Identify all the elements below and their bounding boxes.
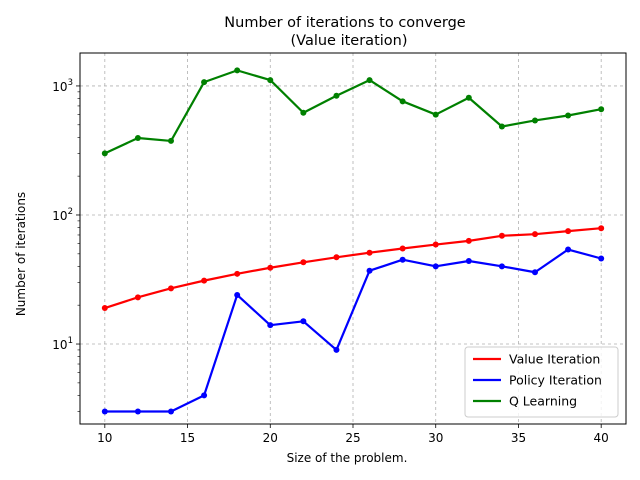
data-point [465,94,472,101]
data-point [201,277,208,284]
data-point [598,106,605,113]
data-point [300,109,307,116]
series-line [104,227,602,310]
data-point [134,134,141,141]
data-point [300,318,307,325]
data-point [201,79,208,86]
data-point [101,150,108,157]
x-tick-label: 15 [180,431,195,445]
x-tick-label: 10 [97,431,112,445]
data-point [465,237,472,244]
data-point [134,408,141,415]
data-point [168,285,174,292]
data-point [532,269,538,276]
data-point [366,267,373,274]
data-point [234,270,241,277]
data-point [267,77,274,84]
data-point [134,294,141,301]
data-point [300,259,307,266]
data-point [598,255,605,262]
data-point [565,246,572,253]
data-point [598,225,605,232]
data-point [101,408,108,415]
data-point [532,117,538,124]
data-point [234,291,241,298]
data-point [532,231,538,238]
plot-area: 10 15 20 25 30 35 40 101 102 103 [52,52,627,445]
data-point [399,245,406,252]
y-axis-label: Number of iterations [14,192,28,316]
data-point [399,98,406,105]
data-point [465,257,472,264]
data-point [498,263,505,270]
data-point [432,111,439,118]
data-point [366,77,373,84]
data-point [432,263,439,270]
data-point [267,264,274,271]
data-point [101,305,108,312]
legend-label: Policy Iteration [509,373,602,388]
data-point [168,137,174,144]
legend-label: Q Learning [509,394,577,409]
data-point [498,232,505,239]
data-point [168,408,174,415]
legend: Value Iteration Policy Iteration Q Learnin… [464,346,619,418]
y-tick-label: 103 [52,78,73,94]
data-point [267,322,274,329]
data-point [234,67,241,74]
data-point [333,92,340,99]
x-tick-label: 40 [594,431,609,445]
series-line [104,248,602,413]
legend-box [464,346,619,418]
y-tick-label: 102 [52,207,73,223]
data-point [432,241,439,248]
x-tick-label: 25 [345,431,360,445]
x-tick-label: 35 [511,431,526,445]
data-point [399,256,406,263]
axes-frame [79,52,627,425]
data-point [565,112,572,119]
data-point [498,123,505,130]
legend-label: Value Iteration [509,352,600,367]
x-axis-label: Size of the problem. [287,451,408,465]
series-line [104,69,602,155]
y-tick-label: 101 [52,336,73,352]
data-point [201,392,208,399]
chart-subtitle: (Value iteration) [291,33,408,49]
chart-title: Number of iterations to converge [224,15,465,31]
data-point [333,346,340,353]
x-tick-label: 20 [263,431,278,445]
data-point [366,249,373,256]
data-point [333,254,340,261]
x-tick-label: 30 [428,431,443,445]
data-point [565,228,572,235]
